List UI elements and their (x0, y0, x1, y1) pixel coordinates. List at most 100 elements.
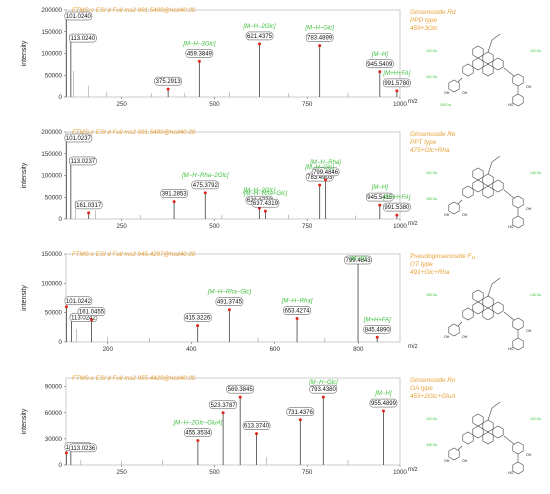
peak-label: 375.2913 (156, 79, 182, 85)
peak-label-box (160, 189, 188, 198)
sugar-ring (512, 337, 524, 351)
peak-label-box (305, 33, 334, 42)
fragment-mass-label: 162 Da (530, 49, 541, 53)
peak-marker (324, 178, 328, 182)
peak-label-box (383, 78, 411, 88)
compound-info: Pseudoginsenoside F₁₁ (410, 253, 476, 260)
x-tick-label: 750 (302, 469, 313, 476)
atom-label: HO (508, 225, 514, 229)
peak-label-box (191, 180, 220, 190)
y-tick-label: 200000 (41, 7, 62, 14)
y-tick-label: 150000 (41, 251, 62, 258)
sugar-ring (512, 441, 524, 455)
peak-label-box (283, 306, 311, 315)
x-tick-label: 400 (186, 346, 197, 353)
fragment-annotation: [M+H+FA] (382, 195, 410, 201)
atom-label: OH (444, 459, 450, 463)
peak-label: 101.0240 (66, 14, 92, 20)
peak-label: 731.4376 (288, 410, 314, 416)
fragment-mass-label: 338 Da (426, 443, 437, 447)
compound-info: 475+Glc+Rha (410, 147, 450, 154)
x-axis-label: m/z (408, 221, 418, 227)
peak-label: 113.0240 (71, 36, 96, 42)
peak-label: 569.3845 (228, 387, 254, 393)
fragment-annotation: [M−H−Rha−2Glc] (181, 173, 229, 179)
fragment-mass-label: 162 Da (530, 417, 541, 421)
peak-label: 955.4899 (371, 401, 397, 407)
peak-marker (381, 409, 385, 413)
side-chain (487, 161, 493, 175)
x-tick-label: 750 (302, 223, 313, 230)
sugar-ring (448, 447, 460, 461)
x-tick-label: 250 (117, 101, 128, 108)
peak-label-box (344, 255, 372, 265)
atom-label: OH (444, 213, 450, 217)
y-tick-label: 0 (59, 216, 63, 223)
peak-label-box (286, 407, 315, 417)
x-tick-label: 1000 (393, 469, 407, 476)
plot-frame (65, 377, 401, 466)
compound-info: OA type (410, 385, 433, 392)
peak-marker (238, 395, 242, 399)
peak-label: 113.0236 (71, 446, 96, 452)
peak-label: 613.3740 (244, 424, 270, 430)
peak-label: 945.5409 (367, 62, 393, 68)
spectrum-panel-4: FTMS-c ESI d Full ms2 955.4429@hcd40.00 0… (21, 375, 541, 476)
peak-label-box (311, 167, 340, 177)
fragment-mass-label: 308 Da (426, 293, 437, 297)
ring (482, 63, 494, 77)
ring (462, 431, 474, 445)
peak-label-box (366, 59, 394, 69)
y-tick-label: 30000 (45, 436, 63, 443)
peak-label: 101.0237 (66, 136, 92, 142)
ring (482, 173, 494, 187)
peak-label: 637.4319 (253, 201, 279, 207)
compound-info: Ginsenoside Re (410, 131, 456, 138)
sugar-ring (448, 323, 460, 337)
peak-marker (64, 305, 68, 309)
molecule-structure: OH OH HO OH 308 Da 146 Da (426, 277, 541, 351)
sugar-ring (512, 317, 524, 331)
sugar-ring (512, 93, 524, 107)
x-tick-label: 250 (117, 223, 128, 230)
atom-label: OH (444, 335, 450, 339)
peak-label: 161.0317 (76, 203, 102, 209)
ring (482, 51, 494, 65)
side-chain (487, 39, 493, 53)
ring (472, 301, 484, 315)
atom-label: HO (508, 347, 514, 351)
peak-label-box (77, 307, 106, 316)
y-tick-label: 50000 (45, 72, 63, 79)
spectrum-title: FTMS-c ESI d Full ms2 955.4429@hcd40.00 (72, 375, 196, 382)
y-tick-label: 0 (59, 94, 63, 101)
peak-label-box (245, 31, 274, 41)
molecule-structure: OH OH HO OH 162 Da 146 Da 308 Da (426, 155, 541, 229)
x-tick-label: 600 (270, 346, 281, 353)
ring (482, 307, 494, 321)
peak-label: 415.3226 (185, 316, 211, 322)
peak-label: 621.4375 (247, 34, 273, 40)
bond (503, 67, 515, 77)
y-tick-label: 0 (59, 339, 63, 346)
peak-marker (166, 87, 170, 91)
peak-label-box (369, 398, 398, 408)
fragment-annotation: [M−H−Glc] (304, 26, 334, 32)
atom-label: OH (462, 335, 468, 339)
y-tick-label: 50000 (45, 194, 63, 201)
peak-marker (318, 44, 322, 48)
peak-label: 455.3534 (185, 431, 211, 437)
fragment-annotation: [M−H] (349, 256, 367, 262)
bond (457, 445, 463, 451)
plot-frame (65, 131, 401, 220)
fragment-annotation: [M+H+FA] (382, 71, 410, 77)
peak-marker (298, 418, 302, 422)
peak-marker (295, 317, 299, 321)
fragment-annotation: [M−H−3Glc] (182, 41, 215, 47)
sugar-ring (512, 461, 524, 475)
y-tick-label: 60000 (45, 410, 63, 417)
peak-marker (203, 191, 207, 195)
ring (472, 289, 484, 303)
ring (462, 185, 474, 199)
fragment-annotation: [M−H] (371, 52, 389, 58)
ring (482, 185, 494, 199)
